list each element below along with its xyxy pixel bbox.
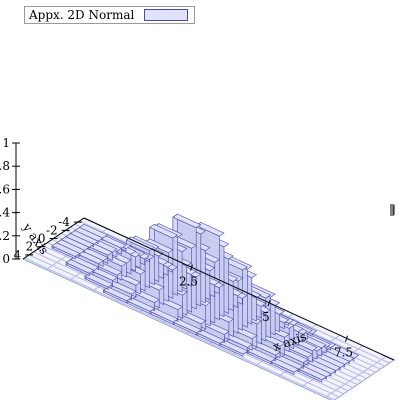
bar-face-top: [102, 286, 133, 302]
x-tick-label: 5: [262, 310, 270, 324]
legend-swatch: [144, 9, 189, 21]
z-tick-label: .6: [0, 182, 10, 196]
x-tick-mark: [267, 300, 271, 307]
x-tick-mark: [345, 335, 348, 342]
bar-face-top: [84, 272, 114, 288]
y-tick-label: -4: [58, 215, 70, 229]
x-tick-mark: [190, 264, 193, 271]
bar-face-top: [172, 213, 202, 229]
histogram-bar: [102, 286, 133, 304]
grid-line-y: [24, 257, 335, 400]
histogram-bar: [149, 307, 179, 325]
bar-face-top: [65, 259, 95, 274]
z-tick-label: .4: [0, 206, 10, 220]
histogram-bar: [270, 357, 300, 376]
z-tick-label: .2: [0, 229, 10, 243]
legend-label: Appx. 2D Normal: [29, 8, 135, 22]
histogram-bar: [172, 318, 202, 336]
histogram-bar: [84, 272, 114, 290]
y-tick-label: 0: [38, 232, 46, 246]
histogram-bar: [51, 242, 81, 260]
legend: Appx. 2D Normal: [24, 6, 196, 24]
x-axis-line: [83, 217, 395, 361]
y-tick-label: 2: [26, 240, 34, 254]
y-tick-label: 4: [13, 248, 21, 262]
x-tick-label: 2.5: [179, 275, 198, 289]
y-tick-label: -2: [46, 223, 58, 237]
bar-face-top: [51, 242, 81, 257]
bar-face-top: [246, 347, 277, 362]
histogram-bar: [298, 365, 328, 383]
histogram-bars: [51, 213, 360, 383]
x-tick-label: 7.5: [334, 346, 353, 360]
histogram-bar: [65, 259, 95, 277]
z-tick-label: .8: [0, 159, 10, 173]
grid-line-x: [324, 356, 387, 398]
bar-face-top: [149, 223, 179, 239]
z-tick-label: 1: [2, 136, 10, 150]
z-tick-label: 0: [2, 252, 10, 266]
